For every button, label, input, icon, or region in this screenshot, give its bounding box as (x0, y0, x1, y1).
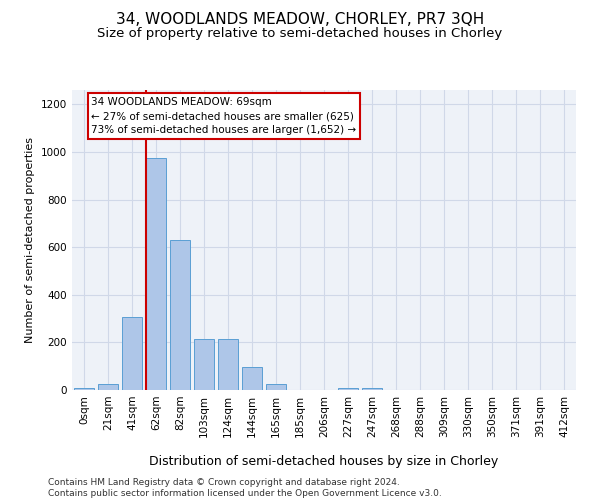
Text: Distribution of semi-detached houses by size in Chorley: Distribution of semi-detached houses by … (149, 454, 499, 468)
Bar (74, 388, 94, 390)
Text: Size of property relative to semi-detached houses in Chorley: Size of property relative to semi-detach… (97, 28, 503, 40)
Bar (218, 339, 238, 390)
Bar (338, 388, 358, 390)
Bar (98, 384, 118, 390)
Bar (362, 388, 382, 390)
Y-axis label: Number of semi-detached properties: Number of semi-detached properties (25, 137, 35, 343)
Bar (242, 368, 262, 390)
Bar (122, 318, 142, 390)
Text: 34 WOODLANDS MEADOW: 69sqm
← 27% of semi-detached houses are smaller (625)
73% o: 34 WOODLANDS MEADOW: 69sqm ← 27% of semi… (91, 97, 356, 135)
Bar (266, 384, 286, 390)
Bar (194, 339, 214, 390)
Text: Contains HM Land Registry data © Crown copyright and database right 2024.
Contai: Contains HM Land Registry data © Crown c… (48, 478, 442, 498)
Bar (146, 158, 166, 390)
Bar (170, 240, 190, 390)
Text: 34, WOODLANDS MEADOW, CHORLEY, PR7 3QH: 34, WOODLANDS MEADOW, CHORLEY, PR7 3QH (116, 12, 484, 28)
